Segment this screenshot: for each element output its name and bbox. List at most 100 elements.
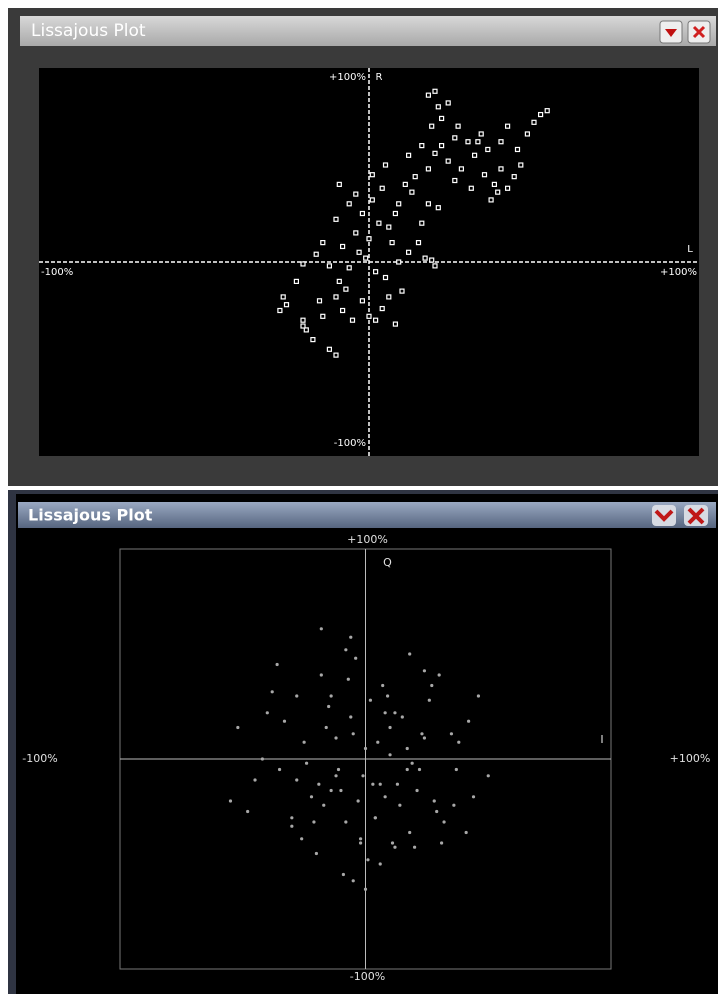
- point: [290, 824, 294, 828]
- point: [329, 788, 333, 793]
- point: [481, 172, 488, 178]
- x-tick-label: -100%: [41, 267, 73, 278]
- point: [326, 263, 332, 269]
- point: [467, 719, 471, 723]
- point: [524, 131, 531, 137]
- point: [312, 820, 316, 824]
- x-tick-label: +100%: [660, 267, 697, 278]
- point: [358, 837, 363, 841]
- point: [408, 830, 412, 835]
- point: [376, 220, 382, 226]
- point: [344, 820, 348, 824]
- point: [505, 185, 511, 191]
- point: [339, 788, 343, 793]
- point: [316, 298, 323, 304]
- point: [366, 236, 372, 242]
- point: [358, 841, 363, 845]
- point: [422, 255, 428, 261]
- point: [336, 278, 342, 284]
- point: [340, 307, 346, 314]
- point: [320, 240, 326, 246]
- point: [378, 782, 382, 786]
- point: [382, 274, 389, 281]
- point: [313, 251, 319, 257]
- y-tick-label: -100%: [334, 438, 366, 449]
- point: [544, 108, 550, 114]
- point: [392, 321, 398, 327]
- point: [415, 788, 419, 793]
- point: [455, 123, 461, 129]
- point: [409, 189, 415, 195]
- collapse-button[interactable]: [652, 505, 676, 526]
- point: [442, 820, 446, 824]
- point: [406, 249, 412, 255]
- point: [389, 240, 395, 246]
- point: [373, 317, 379, 323]
- point: [333, 216, 339, 222]
- x-tick-label: -100%: [22, 752, 57, 765]
- point: [464, 830, 468, 835]
- point: [419, 143, 425, 149]
- point: [402, 181, 408, 187]
- point: [435, 104, 441, 110]
- point: [282, 719, 287, 723]
- point: [485, 146, 491, 153]
- point: [260, 757, 264, 761]
- point: [471, 795, 476, 799]
- point: [465, 139, 471, 145]
- point: [514, 146, 521, 153]
- point: [253, 778, 257, 782]
- point: [429, 123, 435, 129]
- point: [336, 181, 342, 187]
- title-bar: [20, 16, 716, 46]
- point: [283, 302, 290, 308]
- point: [445, 100, 451, 106]
- point: [382, 162, 389, 168]
- point: [379, 305, 385, 312]
- point: [320, 313, 326, 319]
- point: [439, 115, 445, 122]
- point: [309, 795, 314, 799]
- point: [333, 294, 339, 300]
- point: [491, 181, 497, 187]
- point: [413, 845, 417, 849]
- point: [275, 662, 279, 667]
- point: [495, 189, 501, 195]
- point: [295, 694, 299, 698]
- point: [432, 150, 438, 156]
- point: [228, 799, 233, 803]
- point: [445, 158, 451, 164]
- y-axis-label: Q: [383, 556, 392, 569]
- point: [420, 732, 424, 736]
- point: [476, 694, 481, 698]
- point: [378, 862, 382, 866]
- close-icon: [692, 25, 706, 39]
- point: [351, 732, 355, 736]
- point: [304, 761, 309, 765]
- point: [369, 197, 375, 203]
- point: [324, 725, 328, 730]
- point: [300, 837, 304, 841]
- point: [395, 782, 400, 786]
- point: [410, 761, 414, 765]
- point: [322, 803, 326, 807]
- point: [505, 123, 511, 129]
- point: [385, 694, 390, 698]
- point: [412, 174, 418, 180]
- point: [531, 119, 537, 125]
- point: [454, 767, 458, 772]
- point: [329, 694, 333, 698]
- point: [317, 782, 321, 786]
- point: [354, 656, 358, 660]
- point: [246, 809, 250, 814]
- point: [518, 162, 524, 168]
- point: [452, 177, 458, 184]
- point: [432, 263, 438, 269]
- point: [440, 841, 444, 845]
- point: [369, 172, 375, 178]
- point: [486, 774, 490, 778]
- point: [368, 698, 373, 702]
- point: [390, 841, 395, 845]
- point: [334, 774, 338, 778]
- point: [277, 307, 283, 314]
